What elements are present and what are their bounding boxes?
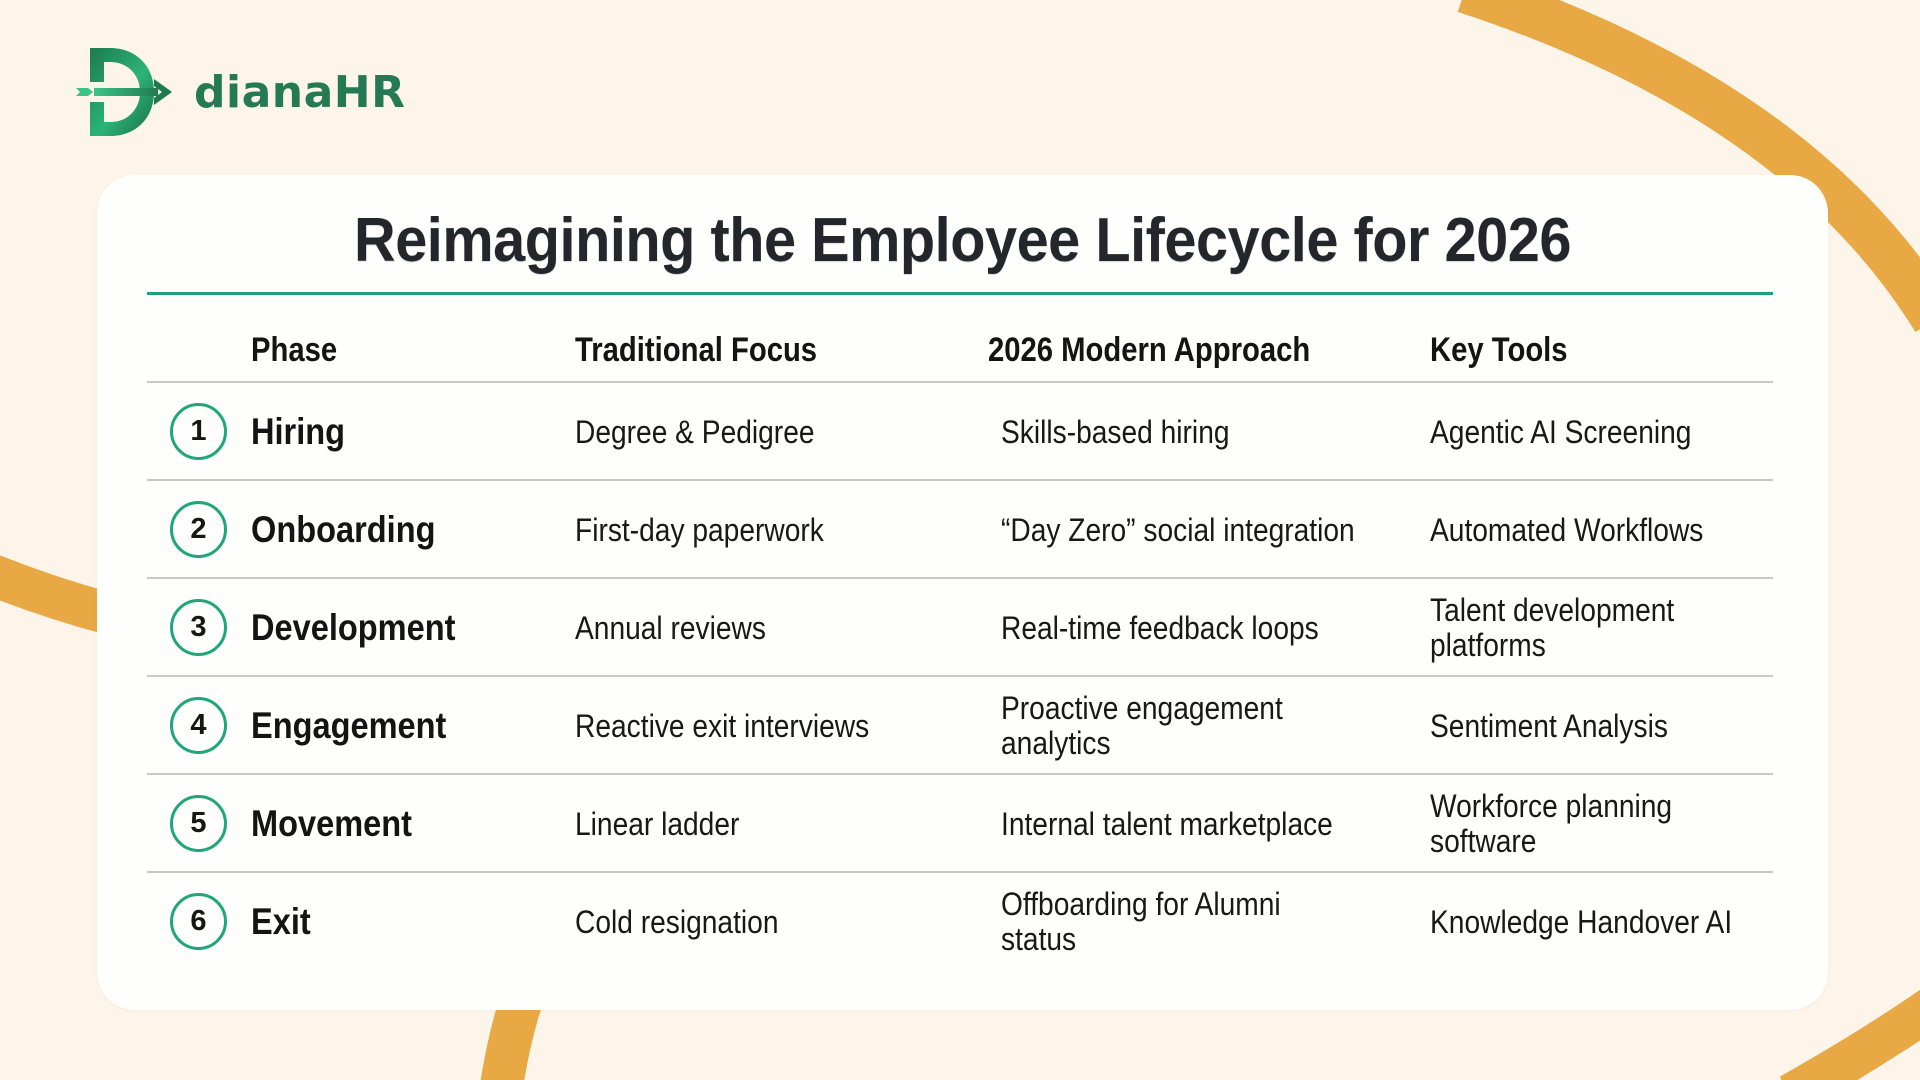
traditional-focus-cell: Degree & Pedigree xyxy=(575,413,815,450)
header-phase: Phase xyxy=(251,331,338,369)
modern-approach-cell: Offboarding for Alumni status xyxy=(1001,886,1281,957)
modern-approach-cell: Internal talent marketplace xyxy=(1001,805,1333,842)
bow-and-arrow-d-icon xyxy=(76,48,172,136)
table-header-row: Phase Traditional Focus 2026 Modern Appr… xyxy=(147,295,1773,383)
traditional-focus-cell: Cold resignation xyxy=(575,903,779,940)
key-tools-cell: Talent development platforms xyxy=(1430,592,1675,663)
phase-name: Onboarding xyxy=(251,509,436,550)
bottom-right-arc-icon xyxy=(1779,989,1920,1080)
lifecycle-table: Phase Traditional Focus 2026 Modern Appr… xyxy=(147,295,1773,971)
step-number-badge: 6 xyxy=(170,893,227,950)
phase-name: Development xyxy=(251,607,456,648)
key-tools-cell: Workforce planning software xyxy=(1430,788,1673,859)
step-number-badge: 3 xyxy=(170,599,227,656)
modern-approach-cell: Real-time feedback loops xyxy=(1001,609,1319,646)
phase-name: Hiring xyxy=(251,411,346,452)
page-title: Reimagining the Employee Lifecycle for 2… xyxy=(354,206,1571,275)
table-row: 2 Onboarding First-day paperwork “Day Ze… xyxy=(147,481,1773,579)
step-number-badge: 5 xyxy=(170,795,227,852)
brand-name: dianaHR xyxy=(194,66,406,118)
key-tools-cell: Sentiment Analysis xyxy=(1430,707,1668,744)
key-tools-cell: Automated Workflows xyxy=(1430,511,1704,548)
brand-logo[interactable]: dianaHR xyxy=(74,46,406,138)
title-divider xyxy=(147,292,1773,295)
left-arc-icon xyxy=(0,555,116,635)
phase-name: Exit xyxy=(251,901,311,942)
header-key-tools: Key Tools xyxy=(1430,331,1568,369)
traditional-focus-cell: First-day paperwork xyxy=(575,511,824,548)
modern-approach-cell: Skills-based hiring xyxy=(1001,413,1230,450)
table-row: 4 Engagement Reactive exit interviews Pr… xyxy=(147,677,1773,775)
table-row: 6 Exit Cold resignation Offboarding for … xyxy=(147,873,1773,971)
phase-name: Engagement xyxy=(251,705,447,746)
phase-name: Movement xyxy=(251,803,413,844)
step-number-badge: 1 xyxy=(170,403,227,460)
header-traditional-focus: Traditional Focus xyxy=(575,331,818,369)
key-tools-cell: Agentic AI Screening xyxy=(1430,413,1692,450)
modern-approach-cell: “Day Zero” social integration xyxy=(1001,511,1355,548)
key-tools-cell: Knowledge Handover AI xyxy=(1430,903,1733,940)
traditional-focus-cell: Linear ladder xyxy=(575,805,740,842)
traditional-focus-cell: Reactive exit interviews xyxy=(575,707,870,744)
table-row: 3 Development Annual reviews Real-time f… xyxy=(147,579,1773,677)
modern-approach-cell: Proactive engagement analytics xyxy=(1001,690,1283,761)
step-number-badge: 2 xyxy=(170,501,227,558)
header-modern-approach: 2026 Modern Approach xyxy=(988,331,1311,369)
lifecycle-card: Reimagining the Employee Lifecycle for 2… xyxy=(97,175,1828,1010)
table-row: 5 Movement Linear ladder Internal talent… xyxy=(147,775,1773,873)
table-row: 1 Hiring Degree & Pedigree Skills-based … xyxy=(147,383,1773,481)
top-right-arc-icon xyxy=(1457,0,1920,333)
traditional-focus-cell: Annual reviews xyxy=(575,609,766,646)
step-number-badge: 4 xyxy=(170,697,227,754)
